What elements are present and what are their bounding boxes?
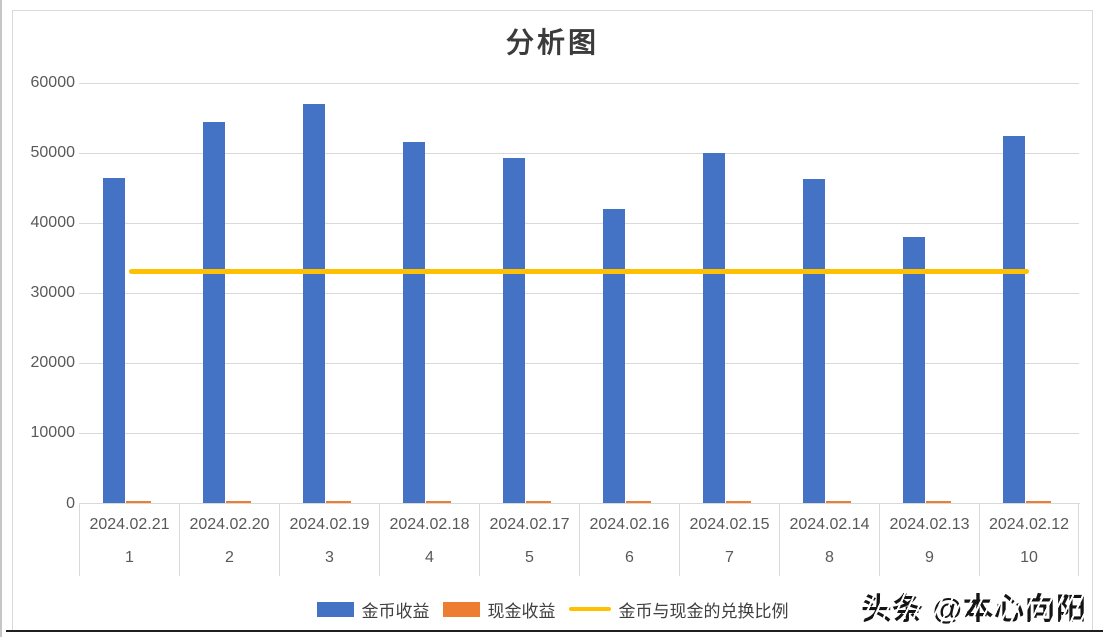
cash-income-bar-2: [225, 500, 251, 504]
category-date-label: 2024.02.17: [489, 516, 570, 533]
bottom-divider-line: [6, 630, 1103, 632]
gold-income-bar-9: [903, 236, 925, 504]
cash-income-bar-10: [1025, 500, 1051, 504]
cash-income-bar-3: [325, 500, 351, 504]
category-index-label: 4: [425, 548, 434, 566]
y-tick-label: 0: [66, 494, 75, 512]
legend-line-swatch: [568, 607, 611, 611]
category-cell-10: 2024.02.12 10: [979, 504, 1079, 576]
gridline: [79, 82, 1079, 84]
cash-income-bar-8: [825, 500, 851, 504]
legend-label: 现金收益: [487, 601, 556, 621]
y-tick-label: 50000: [30, 143, 76, 161]
gold-income-bar-2: [203, 122, 225, 504]
chart-title: 分析图: [505, 28, 599, 59]
category-date-label: 2024.02.16: [589, 516, 670, 533]
gold-income-bar-8: [803, 178, 825, 504]
category-cell-3: 2024.02.19 3: [279, 504, 379, 576]
legend-swatch: [316, 601, 354, 617]
category-cell-5: 2024.02.17 5: [479, 504, 579, 576]
cash-income-bar-5: [525, 500, 551, 504]
gold-income-bar-6: [603, 208, 625, 504]
category-index-label: 2: [225, 548, 234, 566]
category-date-label: 2024.02.12: [988, 516, 1070, 533]
category-date-label: 2024.02.21: [89, 516, 170, 533]
gridline: [79, 222, 1079, 224]
chart-frame: 分析图 0 10000 20000 30000 40000 50000 60000 2024.…: [12, 10, 1093, 631]
category-cell-8: 2024.02.14 8: [779, 504, 879, 576]
gold-income-bar-7: [703, 152, 725, 504]
category-index-label: 8: [825, 548, 834, 566]
plot-area: 0 10000 20000 30000 40000 50000 60000 2024.02.2…: [13, 11, 1092, 630]
left-edge-line: [0, 0, 2, 637]
category-cell-9: 2024.02.13 9: [879, 504, 979, 576]
category-date-label: 2024.02.15: [689, 516, 770, 533]
y-tick-label: 10000: [30, 424, 76, 442]
cash-income-bar-4: [425, 500, 451, 504]
gridline: [79, 433, 1079, 435]
category-date-label: 2024.02.13: [889, 516, 970, 533]
legend-swatch: [442, 601, 480, 617]
watermark-text: 头条 @本心向阳: [861, 584, 1087, 626]
category-date-label: 2024.02.20: [189, 516, 270, 533]
category-date-label: 2024.02.19: [289, 516, 370, 533]
category-cell-6: 2024.02.16 6: [579, 504, 679, 576]
gold-income-bar-5: [503, 157, 525, 504]
legend-label: 金币收益: [361, 601, 430, 621]
gold-income-bar-3: [303, 104, 325, 504]
category-index-label: 1: [125, 548, 134, 566]
gold-income-bar-10: [1003, 135, 1025, 504]
y-tick-label: 60000: [30, 73, 76, 91]
legend-item: 金币收益: [316, 597, 430, 622]
category-index-label: 10: [1020, 548, 1038, 566]
y-tick-label: 20000: [30, 354, 76, 372]
category-cell-4: 2024.02.18 4: [379, 504, 479, 576]
category-cell-2: 2024.02.20 2: [179, 504, 279, 576]
gridline: [79, 363, 1079, 365]
category-cell-1: 2024.02.21 1: [79, 504, 179, 576]
y-tick-label: 30000: [30, 284, 76, 301]
cash-income-bar-7: [725, 500, 751, 504]
legend-label: 金币与现金的兑换比例: [618, 601, 789, 621]
y-tick-label: 40000: [30, 213, 76, 231]
gridline: [79, 152, 1079, 154]
legend-item: 现金收益: [442, 597, 556, 622]
category-index-label: 7: [725, 548, 734, 566]
legend-item: 金币与现金的兑换比例: [568, 597, 789, 622]
cash-income-bar-9: [925, 500, 951, 504]
gridline: [79, 293, 1079, 294]
x-axis-table: 2024.02.21 1 2024.02.20 2 2024.02.19 3 2024.02…: [79, 503, 1080, 576]
category-date-label: 2024.02.14: [789, 516, 870, 533]
cash-income-bar-1: [125, 500, 151, 504]
category-index-label: 6: [625, 548, 634, 566]
category-index-label: 9: [925, 548, 934, 566]
gold-income-bar-4: [403, 142, 425, 504]
category-date-label: 2024.02.18: [389, 516, 470, 533]
category-index-label: 3: [325, 548, 334, 566]
cash-income-bar-6: [625, 500, 651, 504]
gold-income-bar-1: [103, 177, 125, 504]
chart-legend: 金币收益 现金收益 金币与现金的兑换比例: [13, 597, 1092, 621]
category-index-label: 5: [525, 548, 534, 566]
exchange-ratio-line: [129, 268, 1029, 274]
category-cell-7: 2024.02.15 7: [679, 504, 779, 576]
